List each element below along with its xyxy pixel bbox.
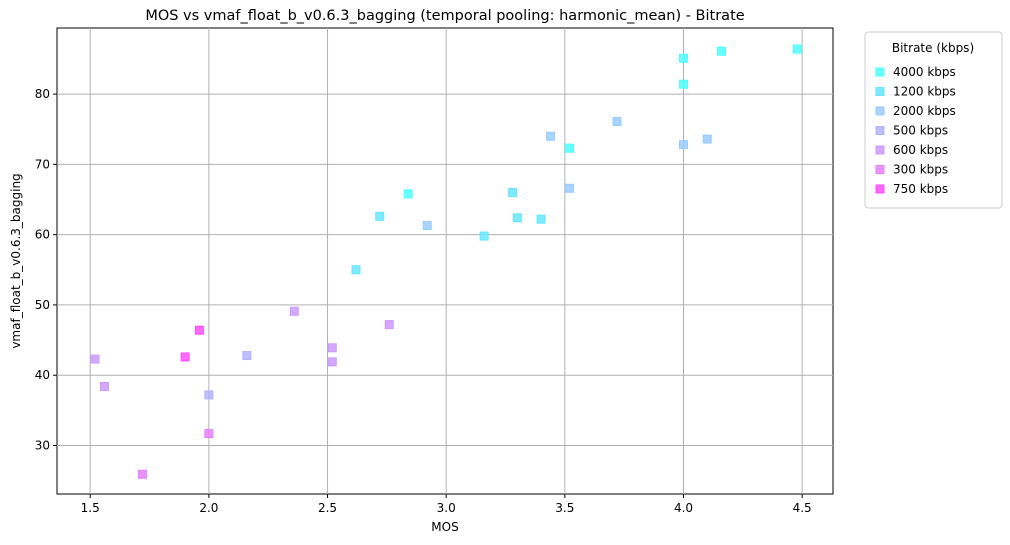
data-point: [536, 214, 546, 224]
legend-marker: [875, 67, 885, 77]
data-point: [180, 352, 190, 362]
y-tick-label: 80: [35, 87, 50, 101]
data-point: [403, 189, 413, 199]
data-point: [546, 131, 556, 141]
axis-ticks: 1.5 2.0 2.5 3.0 3.5 4.0 4.5 30 40 50 60 70 80: [35, 87, 812, 515]
data-point: [612, 116, 622, 126]
x-tick-label: 3.0: [437, 501, 456, 515]
data-point: [384, 320, 394, 330]
data-point: [194, 325, 204, 335]
legend-marker: [875, 106, 885, 116]
legend-marker: [875, 184, 885, 194]
data-point: [678, 53, 688, 63]
data-point: [327, 343, 337, 353]
data-points: [90, 44, 802, 479]
y-tick-label: 60: [35, 228, 50, 242]
data-point: [508, 187, 518, 197]
data-point: [422, 221, 432, 231]
legend-label: 600 kbps: [893, 143, 948, 157]
legend-label: 1200 kbps: [893, 85, 956, 99]
chart-title: MOS vs vmaf_float_b_v0.6.3_bagging (temp…: [145, 8, 744, 24]
x-tick-label: 2.5: [318, 501, 337, 515]
x-tick-label: 3.5: [555, 501, 574, 515]
data-point: [90, 354, 100, 364]
x-tick-label: 1.5: [81, 501, 100, 515]
y-tick-label: 70: [35, 157, 50, 171]
y-tick-label: 30: [35, 439, 50, 453]
data-point: [716, 46, 726, 56]
legend-marker: [875, 145, 885, 155]
data-point: [99, 381, 109, 391]
y-tick-label: 40: [35, 368, 50, 382]
y-tick-label: 50: [35, 298, 50, 312]
data-point: [678, 79, 688, 89]
x-tick-label: 2.0: [199, 501, 218, 515]
data-point: [375, 211, 385, 221]
legend-label: 4000 kbps: [893, 65, 956, 79]
legend-marker: [875, 126, 885, 135]
legend-marker: [875, 87, 885, 96]
legend-label: 500 kbps: [893, 124, 948, 138]
data-point: [678, 140, 688, 150]
legend-title: Bitrate (kbps): [892, 41, 974, 55]
data-point: [565, 183, 575, 193]
plot-frame: [56, 27, 834, 495]
data-point: [565, 143, 575, 153]
x-tick-label: 4.0: [674, 501, 693, 515]
x-tick-label: 4.5: [793, 501, 812, 515]
legend-box: [864, 31, 1003, 209]
data-point: [512, 213, 522, 223]
legend-label: 2000 kbps: [893, 104, 956, 118]
y-axis-title: vmaf_float_b_v0.6.3_bagging: [9, 173, 23, 348]
data-point: [204, 390, 214, 400]
grid: [57, 28, 833, 494]
legend-label: 300 kbps: [893, 163, 948, 177]
data-point: [702, 134, 712, 144]
data-point: [137, 469, 147, 479]
data-point: [351, 265, 361, 275]
data-point: [792, 44, 802, 54]
data-point: [327, 357, 337, 367]
legend: Bitrate (kbps) 4000 kbps 1200 kbps 2000 kb…: [864, 31, 1003, 209]
legend-marker: [875, 165, 885, 174]
data-point: [289, 306, 299, 316]
data-point: [242, 351, 252, 361]
legend-label: 750 kbps: [893, 182, 948, 196]
x-axis-title: MOS: [431, 520, 458, 534]
data-point: [204, 429, 214, 439]
data-point: [479, 231, 489, 241]
